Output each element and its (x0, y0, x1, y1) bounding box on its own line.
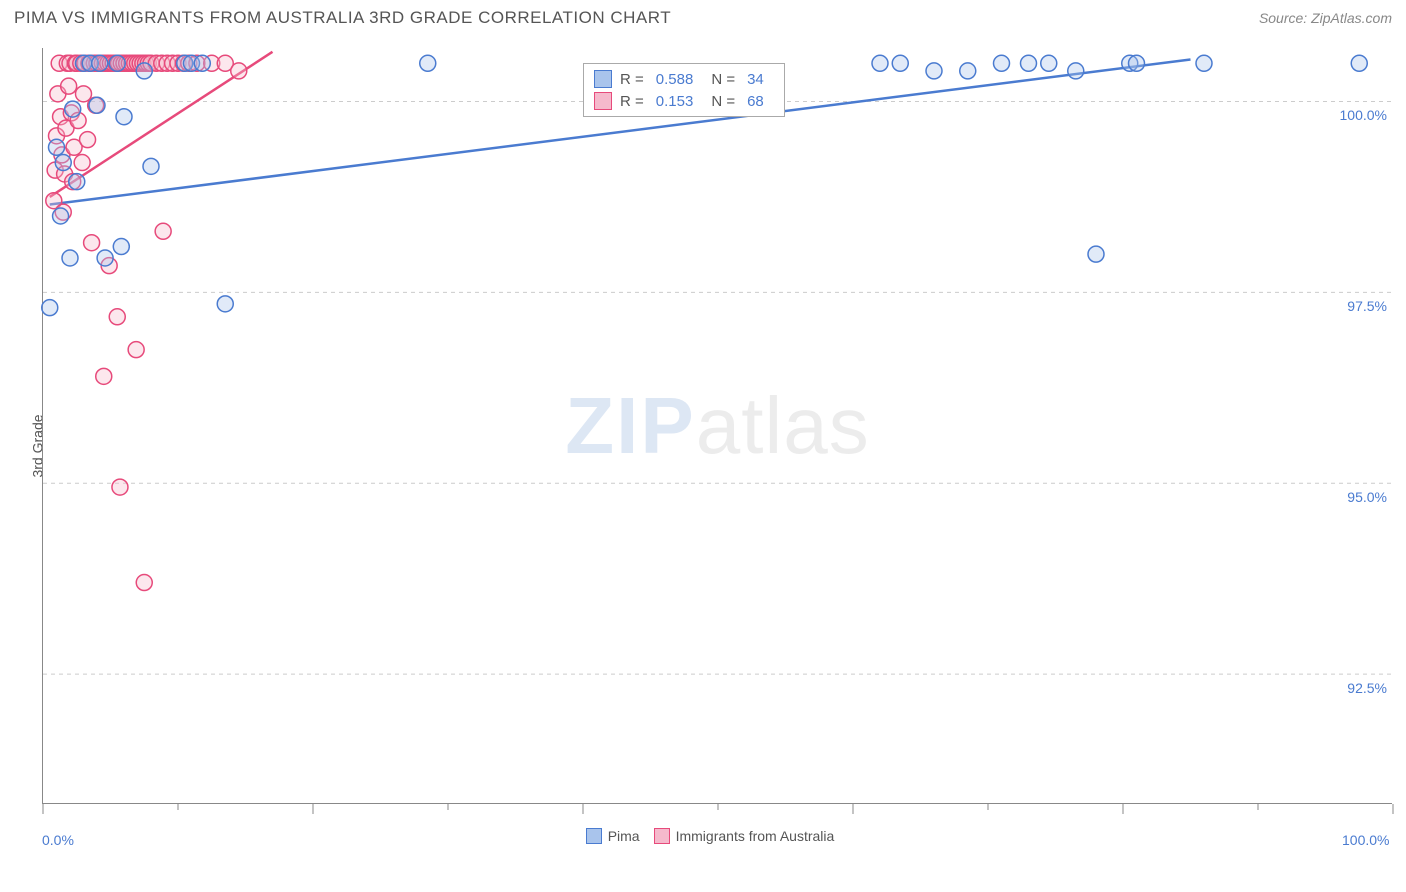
chart-header: PIMA VS IMMIGRANTS FROM AUSTRALIA 3RD GR… (14, 8, 1392, 28)
x-tick-label: 0.0% (42, 832, 74, 848)
plot-area: ZIPatlas R =0.588N =34R =0.153N =68 (42, 48, 1392, 804)
legend-swatch (594, 92, 612, 110)
legend-swatch (654, 828, 670, 844)
legend-swatch (586, 828, 602, 844)
y-tick-label: 92.5% (1332, 680, 1387, 696)
legend-swatch (594, 70, 612, 88)
y-tick-label: 100.0% (1332, 107, 1387, 123)
stat-r-label: R = (620, 71, 644, 88)
bottom-legend: Pima Immigrants from Australia (0, 828, 1406, 844)
stat-r-value: 0.588 (656, 71, 694, 88)
chart-source: Source: ZipAtlas.com (1259, 10, 1392, 26)
stat-legend-row: R = 0.153 N = 68 (594, 90, 774, 112)
stat-legend: R = 0.588 N = 34 R = 0.153 N = 68 (583, 63, 785, 117)
stat-n-label: N = (711, 71, 735, 88)
stat-n-label: N = (711, 93, 735, 110)
legend-label: Pima (608, 828, 640, 844)
stat-r-label: R = (620, 93, 644, 110)
scatter-svg (43, 48, 1393, 804)
stat-n-value: 34 (747, 71, 764, 88)
y-tick-label: 97.5% (1332, 298, 1387, 314)
legend-label: Immigrants from Australia (676, 828, 835, 844)
x-tick-label: 100.0% (1342, 832, 1389, 848)
y-tick-label: 95.0% (1332, 489, 1387, 505)
stat-legend-row: R = 0.588 N = 34 (594, 68, 774, 90)
stat-n-value: 68 (747, 93, 764, 110)
chart-title: PIMA VS IMMIGRANTS FROM AUSTRALIA 3RD GR… (14, 8, 671, 28)
stat-r-value: 0.153 (656, 93, 694, 110)
